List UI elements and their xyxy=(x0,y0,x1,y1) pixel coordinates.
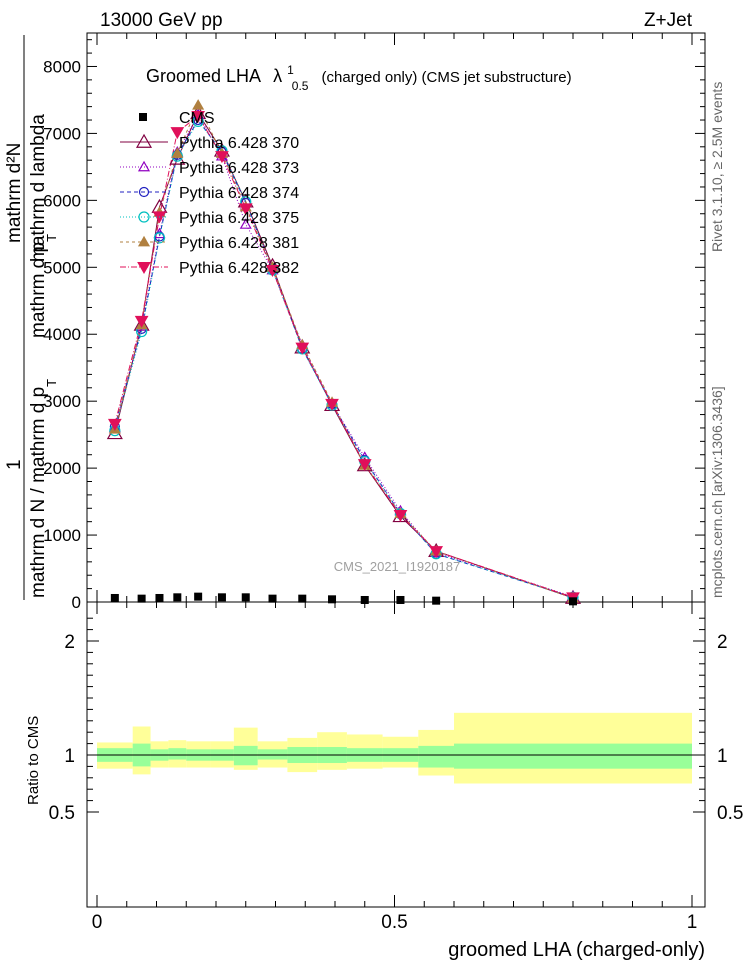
ratio-xtick-label: 0 xyxy=(92,912,103,933)
legend-marker xyxy=(138,211,150,223)
ratio-xtick-label: 1 xyxy=(687,912,698,933)
cms-data-point xyxy=(328,595,337,604)
cms-data-point xyxy=(396,595,405,604)
ratio-bands xyxy=(97,712,692,784)
ylabel-top3: mathrm d lambda xyxy=(28,114,49,262)
series-line xyxy=(114,115,574,598)
ratio-inner-band-bin xyxy=(168,748,187,760)
cms-data-point xyxy=(173,593,182,602)
collision-energy-label: 13000 GeV pp xyxy=(100,10,223,31)
main-ytick-label: 6000 xyxy=(43,191,81,210)
cms-data-point xyxy=(432,596,441,605)
legend-label: Pythia 6.428 374 xyxy=(179,185,299,202)
title-main: Groomed LHA xyxy=(146,66,261,86)
title-rest: (charged only) (CMS jet substructure) xyxy=(322,69,572,86)
legend-label: Pythia 6.428 370 xyxy=(179,135,299,152)
legend-cms-marker xyxy=(139,113,147,121)
legend-marker xyxy=(137,235,151,247)
main-ytick-label: 8000 xyxy=(43,57,81,76)
cms-data-point xyxy=(110,593,119,602)
ratio-ytick-label: 2 xyxy=(64,632,75,653)
legend-label: Pythia 6.428 375 xyxy=(179,210,299,227)
title-sup: 1 xyxy=(287,63,294,77)
series-point xyxy=(192,99,205,110)
cms-data-point xyxy=(155,593,164,602)
ylabel-bottom: mathrm d N / mathrm d pT xyxy=(28,379,59,598)
main-ytick-label: 0 xyxy=(72,593,81,612)
series-line xyxy=(114,119,574,598)
series-point xyxy=(191,111,206,124)
series-point xyxy=(325,398,339,411)
main-ytick-label: 1000 xyxy=(43,526,81,545)
series-point xyxy=(134,315,149,328)
series-point xyxy=(170,127,185,140)
cms-data-point xyxy=(268,594,277,603)
ratio-axes: 0.5 0.5 1 1 2 2 0 0.5 1 xyxy=(49,602,743,933)
series-point xyxy=(153,232,166,244)
legend-label: Pythia 6.428 382 xyxy=(179,260,299,277)
ratio-inner-band-bin xyxy=(454,743,692,769)
series-point xyxy=(393,509,408,522)
ratio-ytick-label: 1 xyxy=(64,746,75,767)
legend-label-cms: CMS xyxy=(179,110,215,127)
title-symbol: λ xyxy=(273,66,282,86)
ratio-ytick-label: 0.5 xyxy=(49,803,75,824)
cms-data-point xyxy=(569,597,577,606)
legend-marker xyxy=(137,160,151,172)
process-label: Z+Jet xyxy=(644,10,693,31)
rivet-label: Rivet 3.1.10, ≥ 2.5M events xyxy=(709,82,725,252)
ratio-inner-band-bin xyxy=(233,745,258,766)
series-point xyxy=(357,459,372,472)
mcplots-label: mcplots.cern.ch [arXiv:1306.3436] xyxy=(709,386,725,598)
main-axes: 0 1000 2000 3000 4000 5000 6000 7000 8000 xyxy=(43,33,705,612)
main-ytick-label: 3000 xyxy=(43,392,81,411)
cms-data-point xyxy=(298,594,307,603)
series-markers xyxy=(106,99,582,605)
plot-title: Groomed LHA λ 1 0.5 (charged only) (CMS … xyxy=(146,58,572,94)
legend-label: Pythia 6.428 373 xyxy=(179,160,299,177)
cms-markers xyxy=(110,592,577,606)
cms-data-point xyxy=(241,593,250,602)
ratio-ytick-label-right: 0.5 xyxy=(717,803,743,824)
series-line xyxy=(114,113,574,598)
series-line xyxy=(114,112,574,599)
ratio-xtick-label: 0.5 xyxy=(381,912,407,933)
legend-marker xyxy=(137,262,151,275)
ratio-ytick-label-right: 2 xyxy=(717,632,728,653)
cms-data-point xyxy=(137,594,146,603)
series-lines xyxy=(114,104,574,599)
series-point xyxy=(107,418,122,431)
series-point xyxy=(265,264,280,277)
ratio-inner-band-bin xyxy=(418,745,454,768)
main-ylabel: mathrm d²N mathrm d pT mathrm d lambda 1… xyxy=(4,35,59,600)
cms-data-point xyxy=(217,593,226,602)
ratio-ytick-label-right: 1 xyxy=(717,746,728,767)
analysis-watermark: CMS_2021_I1920187 xyxy=(334,559,461,574)
legend-marker xyxy=(135,133,153,148)
series-point xyxy=(215,151,229,164)
main-ytick-label: 5000 xyxy=(43,258,81,277)
series-point xyxy=(238,203,253,216)
ylabel-one: 1 xyxy=(4,459,25,470)
series-point xyxy=(171,147,184,158)
legend-label: Pythia 6.428 381 xyxy=(179,235,299,252)
cms-data-point xyxy=(194,592,203,601)
ratio-ylabel: Ratio to CMS xyxy=(25,716,42,805)
ylabel-top: mathrm d²N xyxy=(4,143,25,243)
title-sub: 0.5 xyxy=(292,79,309,93)
ratio-inner-band-bin xyxy=(257,749,288,760)
series-point xyxy=(239,218,252,229)
ylabel-top2: mathrm d pT xyxy=(28,234,59,338)
legend: CMS Pythia 6.428 370 Pythia 6.428 373 Pythi… xyxy=(120,110,299,277)
main-ytick-label: 4000 xyxy=(43,325,81,344)
cms-data-point xyxy=(360,595,369,604)
legend-marker xyxy=(138,186,150,198)
main-ytick-label: 7000 xyxy=(43,124,81,143)
series-point xyxy=(429,546,444,559)
series-point xyxy=(295,342,310,355)
series-line xyxy=(114,104,574,599)
xlabel: groomed LHA (charged-only) xyxy=(448,939,705,961)
main-ytick-label: 2000 xyxy=(43,459,81,478)
